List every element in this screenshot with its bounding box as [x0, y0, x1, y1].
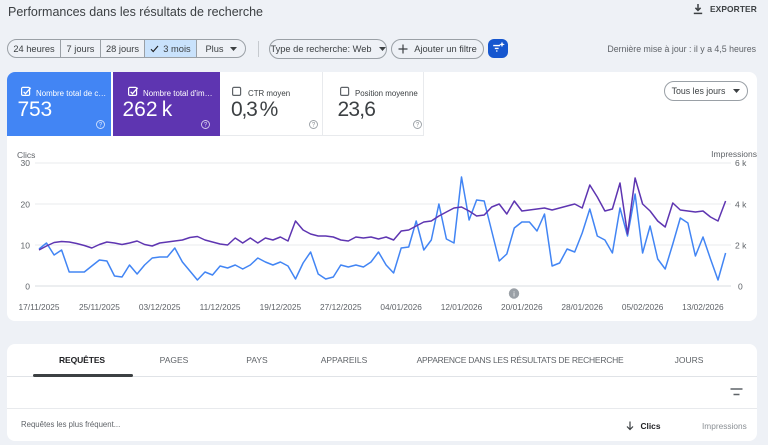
svg-text:19/12/2025: 19/12/2025: [260, 302, 302, 312]
svg-text:i: i: [513, 292, 515, 299]
svg-text:20/01/2026: 20/01/2026: [501, 302, 543, 312]
svg-text:30: 30: [21, 158, 31, 168]
svg-text:2 k: 2 k: [735, 241, 747, 251]
svg-text:12/01/2026: 12/01/2026: [441, 302, 483, 312]
svg-text:11/12/2025: 11/12/2025: [200, 302, 241, 312]
svg-text:0: 0: [738, 282, 743, 292]
svg-text:Clics: Clics: [17, 150, 35, 160]
svg-text:?: ?: [312, 123, 316, 129]
svg-text:03/12/2025: 03/12/2025: [139, 302, 181, 312]
svg-text:6 k: 6 k: [735, 158, 747, 168]
svg-text:0: 0: [25, 282, 30, 292]
svg-text:25/11/2025: 25/11/2025: [79, 302, 120, 312]
svg-text:4 k: 4 k: [735, 200, 747, 210]
svg-text:13/02/2026: 13/02/2026: [682, 302, 724, 312]
svg-text:20: 20: [21, 200, 31, 210]
svg-text:?: ?: [99, 123, 103, 129]
svg-text:10: 10: [21, 241, 31, 251]
svg-text:05/02/2026: 05/02/2026: [622, 302, 664, 312]
svg-text:Impressions: Impressions: [711, 149, 757, 159]
svg-text:28/01/2026: 28/01/2026: [561, 302, 603, 312]
svg-text:17/11/2025: 17/11/2025: [19, 302, 60, 312]
svg-text:?: ?: [416, 123, 420, 129]
svg-text:04/01/2026: 04/01/2026: [380, 302, 422, 312]
svg-text:27/12/2025: 27/12/2025: [320, 302, 362, 312]
svg-text:?: ?: [204, 123, 208, 129]
